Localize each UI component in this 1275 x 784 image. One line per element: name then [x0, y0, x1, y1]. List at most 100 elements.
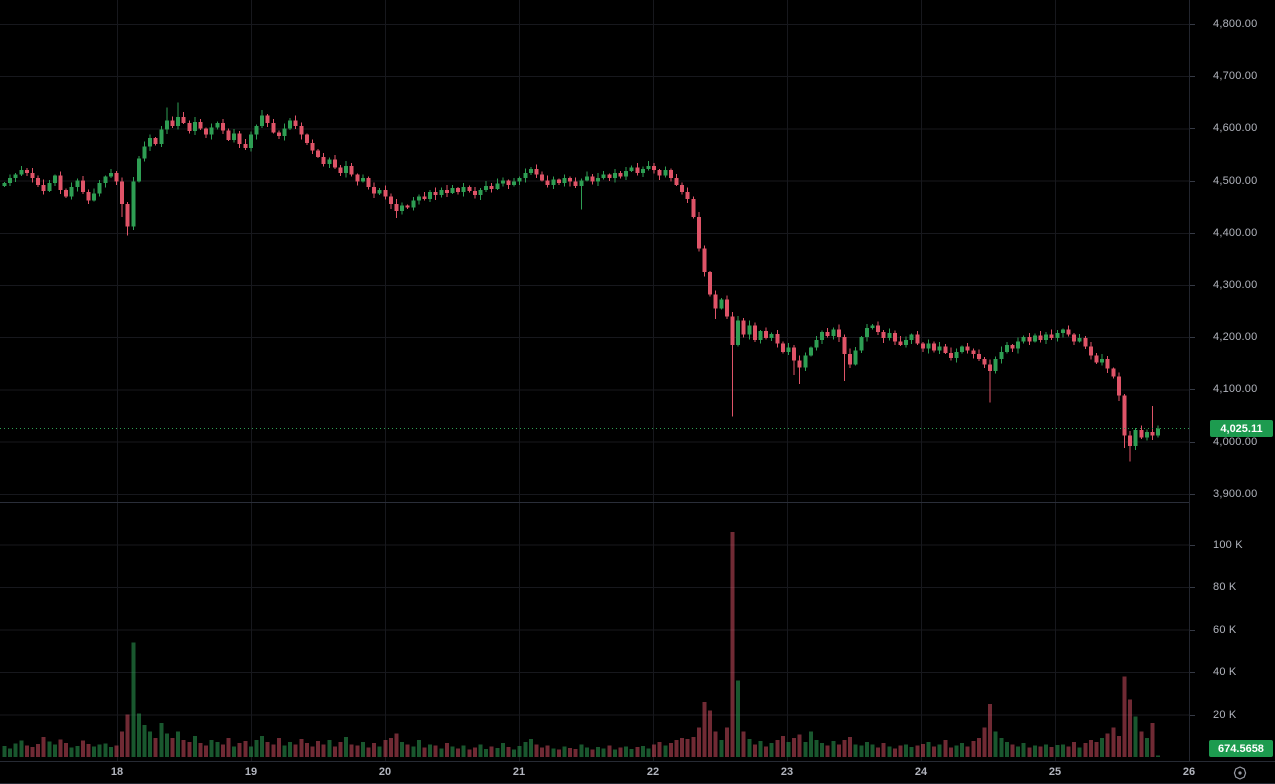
volume-bar [444, 743, 449, 757]
volume-bar [209, 740, 214, 757]
candle-body [691, 198, 696, 218]
candle-body [349, 165, 354, 175]
time-axis[interactable]: 18 19 20 21 22 23 24 25 26 [0, 761, 1275, 784]
volume-bar [528, 738, 533, 757]
volume-bar [831, 741, 836, 757]
time-tick-label: 19 [244, 766, 258, 778]
candle-body [859, 337, 864, 351]
candle-body [243, 144, 248, 149]
volume-bar [775, 740, 780, 757]
volume-bar [103, 743, 108, 757]
volume-bar [226, 737, 231, 757]
volume-bar [86, 743, 91, 757]
volume-bar [736, 680, 741, 757]
volume-bar [1156, 755, 1161, 757]
volume-bar [377, 746, 382, 757]
volume-bar [848, 736, 853, 757]
candle-body [103, 176, 108, 184]
volume-bar [349, 744, 354, 757]
candle-body [657, 170, 662, 176]
price-tick-label: 4,800.00 [1213, 18, 1258, 30]
candle-body [372, 186, 377, 194]
volume-bar [870, 744, 875, 757]
volume-bar [691, 736, 696, 757]
volume-bar [752, 744, 757, 757]
candle-body [388, 196, 393, 205]
volume-bar [1088, 740, 1093, 757]
candle-body [988, 364, 993, 372]
volume-bar [780, 735, 785, 757]
volume-bar [915, 745, 920, 757]
candle-body [820, 331, 825, 340]
candle-body [131, 181, 136, 227]
volume-bar [820, 743, 825, 757]
volume-bar [400, 742, 405, 757]
candle-body [993, 359, 998, 372]
volume-bar [663, 745, 668, 757]
volume-bar [1150, 723, 1155, 757]
candle-body [1004, 345, 1009, 352]
candle-body [428, 192, 433, 199]
volume-bar [153, 737, 158, 757]
volume-bar [97, 744, 102, 757]
volume-bar [601, 748, 606, 757]
volume-bar [198, 743, 203, 757]
candle-body [948, 352, 953, 359]
candle-body [495, 183, 500, 189]
candle-body [579, 180, 584, 186]
candle-body [164, 120, 169, 130]
candle-body [293, 120, 298, 126]
chart-plot-area[interactable] [0, 0, 1190, 784]
volume-bar [976, 737, 981, 757]
volume-bar [338, 742, 343, 757]
volume-bar [797, 734, 802, 757]
volume-bar [1144, 737, 1149, 757]
candle-body [439, 189, 444, 196]
candle-body [260, 115, 265, 126]
candle-body [876, 325, 881, 332]
axis-tick-mark [1190, 389, 1195, 390]
candle-body [136, 158, 141, 182]
volume-bar [1016, 746, 1021, 757]
volume-bar [114, 745, 119, 757]
candle-body [75, 180, 80, 187]
volume-bar [1139, 731, 1144, 757]
pane-separator[interactable] [0, 502, 1275, 503]
candle-body [540, 174, 545, 181]
volume-bar [422, 747, 427, 757]
volume-bar [674, 740, 679, 757]
candle-body [192, 122, 197, 132]
candle-body [775, 334, 780, 344]
candle-body [1083, 338, 1088, 347]
candle-body [814, 339, 819, 348]
candle-body [1094, 355, 1099, 363]
volume-bar [80, 740, 85, 757]
candle-body [965, 346, 970, 351]
volume-bar [108, 747, 113, 757]
candle-body [1116, 376, 1121, 396]
price-tick-label: 4,100.00 [1213, 383, 1258, 395]
candle-body [797, 360, 802, 368]
candle-body [1150, 432, 1155, 436]
volume-bar [1094, 742, 1099, 757]
volume-bar [685, 738, 690, 757]
volume-bar [741, 731, 746, 757]
volume-bar [629, 748, 634, 757]
candle-body [13, 174, 18, 178]
candle-body [209, 127, 214, 135]
price-tick-label: 4,500.00 [1213, 175, 1258, 187]
volume-bar [131, 642, 136, 757]
volume-bar [24, 745, 29, 757]
candle-body [943, 346, 948, 353]
volume-bar [926, 742, 931, 757]
candle-body [769, 334, 774, 339]
pane-settings-button[interactable] [1231, 764, 1249, 782]
candle-body [668, 170, 673, 178]
price-axis[interactable]: 4,800.00 4,700.00 4,600.00 4,500.00 4,400.00… [1189, 0, 1275, 762]
volume-bar [904, 744, 909, 757]
volume-bar [887, 746, 892, 757]
axis-tick-mark [1190, 715, 1195, 716]
volume-bar [215, 742, 220, 757]
last-volume-badge: 674.5658 [1209, 740, 1273, 757]
